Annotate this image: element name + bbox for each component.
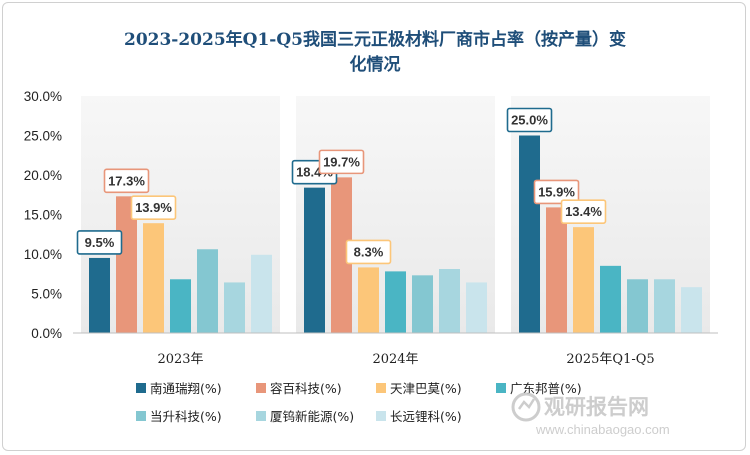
y-tick-label: 15.0%: [24, 208, 62, 223]
chart-title: 2023-2025年Q1-Q5我国三元正极材料厂商市占率（按产量）变 化情况: [124, 29, 626, 75]
y-tick-label: 0.0%: [31, 326, 62, 341]
legend-swatch: [376, 383, 386, 393]
bar: [654, 279, 675, 333]
bar: [385, 271, 406, 333]
data-label: 9.5%: [85, 235, 115, 250]
legend-entry: 广东邦普(%): [510, 381, 582, 396]
bar: [116, 196, 137, 333]
bars: [89, 135, 702, 333]
data-label-box: [533, 179, 580, 205]
bar: [546, 207, 567, 333]
y-tick-label: 30.0%: [24, 89, 62, 104]
legend-swatch: [136, 383, 146, 393]
bar: [224, 282, 245, 333]
bar: [573, 227, 594, 333]
bar: [251, 254, 272, 333]
watermark-brand: 观研报告网: [544, 395, 649, 419]
legend: 南通瑞翔(%) 容百科技(%) 天津巴莫(%) 广东邦普(%) 当升科技(%) 厦钨新能源…: [136, 381, 582, 424]
bar: [304, 187, 325, 333]
data-label: 13.4%: [565, 204, 602, 219]
y-tick-label: 10.0%: [24, 247, 62, 262]
data-label-box: [76, 230, 123, 255]
x-category-label: 2024年: [372, 352, 418, 367]
bar: [600, 265, 621, 333]
legend-swatch: [496, 383, 506, 393]
bar: [197, 249, 218, 333]
bar: [412, 275, 433, 333]
bar: [143, 223, 164, 333]
x-category-label: 2023年: [157, 352, 203, 367]
data-label-box: [103, 168, 150, 194]
bar: [681, 287, 702, 333]
bar: [466, 282, 487, 333]
x-axis: 2023年 2024年 2025年Q1-Q5: [73, 332, 718, 367]
chart-title-line-2: 化情况: [350, 54, 401, 75]
data-label-box: [345, 239, 392, 265]
data-label: 19.7%: [323, 154, 360, 169]
watermark-url: www.chinabaogao.com: [535, 422, 670, 437]
legend-entry: 容百科技(%): [270, 381, 342, 396]
chart-title-line-1: 2023-2025年Q1-Q5我国三元正极材料厂商市占率（按产量）变: [124, 29, 626, 50]
data-label: 17.3%: [108, 173, 145, 188]
watermark: 观研报告网 www.chinabaogao.com: [511, 392, 670, 437]
y-tick-label: 5.0%: [31, 287, 62, 302]
bar: [170, 279, 191, 333]
data-label-box: [318, 149, 365, 175]
legend-swatch: [376, 411, 386, 421]
y-axis: 0.0% 5.0% 10.0% 15.0% 20.0% 25.0% 30.0%: [24, 89, 62, 341]
data-labels: 9.5%17.3%13.9%18.4%19.7%8.3%25.0%15.9%13…: [76, 107, 607, 265]
category-panels: [81, 96, 710, 333]
data-label: 13.9%: [135, 200, 172, 215]
legend-entry: 厦钨新能源(%): [270, 409, 354, 424]
legend-entry: 当升科技(%): [150, 409, 222, 424]
bar: [439, 269, 460, 333]
y-tick-label: 20.0%: [24, 168, 62, 183]
x-category-label: 2025年Q1-Q5: [566, 352, 654, 367]
data-label: 25.0%: [511, 113, 548, 128]
bar: [358, 267, 379, 333]
legend-entry: 长远锂科(%): [390, 409, 462, 424]
bar: [89, 257, 110, 333]
legend-entry: 南通瑞翔(%): [150, 381, 222, 396]
legend-swatch: [256, 383, 266, 393]
watermark-logo-icon: [511, 392, 541, 422]
legend-swatch: [136, 411, 146, 421]
data-label-box: [130, 195, 177, 220]
data-label: 8.3%: [354, 244, 384, 259]
bar: [627, 279, 648, 333]
data-label: 15.9%: [538, 184, 575, 199]
y-tick-label: 25.0%: [24, 129, 62, 144]
data-label-box: [506, 107, 553, 133]
bar: [331, 177, 352, 333]
bar: [519, 135, 540, 333]
legend-entry: 天津巴莫(%): [390, 381, 462, 396]
legend-swatch: [256, 411, 266, 421]
data-label-box: [560, 199, 607, 224]
